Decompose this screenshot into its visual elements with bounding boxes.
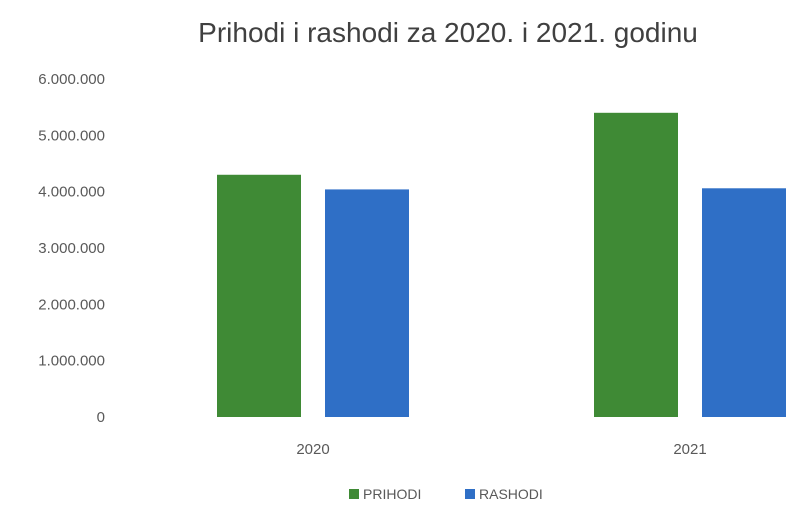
y-tick-label: 5.000.000 [38,127,105,144]
bar-prihodi-2020 [217,174,301,417]
y-tick-label: 4.000.000 [38,184,105,201]
y-tick-label: 6.000.000 [38,71,105,88]
legend-swatch-rashodi [465,489,475,499]
y-tick-label: 2.000.000 [38,296,105,313]
y-tick-label: 0 [97,409,105,426]
y-axis-ticks: 0 1.000.000 2.000.000 3.000.000 4.000.000 5.0… [38,71,105,426]
bar-rashodi-2021 [702,188,786,417]
legend-swatch-prihodi [349,489,359,499]
chart-title: Prihodi i rashodi za 2020. i 2021. godin… [198,17,698,48]
x-category-label: 2021 [673,441,706,458]
legend-label-prihodi: PRIHODI [363,486,421,502]
legend: PRIHODI RASHODI [349,486,543,502]
x-axis-labels: 2020 2021 [296,441,706,458]
y-tick-label: 1.000.000 [38,353,105,370]
x-category-label: 2020 [296,441,329,458]
bar-rashodi-2020 [325,189,409,417]
legend-label-rashodi: RASHODI [479,486,543,502]
bars [217,112,786,418]
y-tick-label: 3.000.000 [38,240,105,257]
bar-prihodi-2021 [594,112,678,418]
